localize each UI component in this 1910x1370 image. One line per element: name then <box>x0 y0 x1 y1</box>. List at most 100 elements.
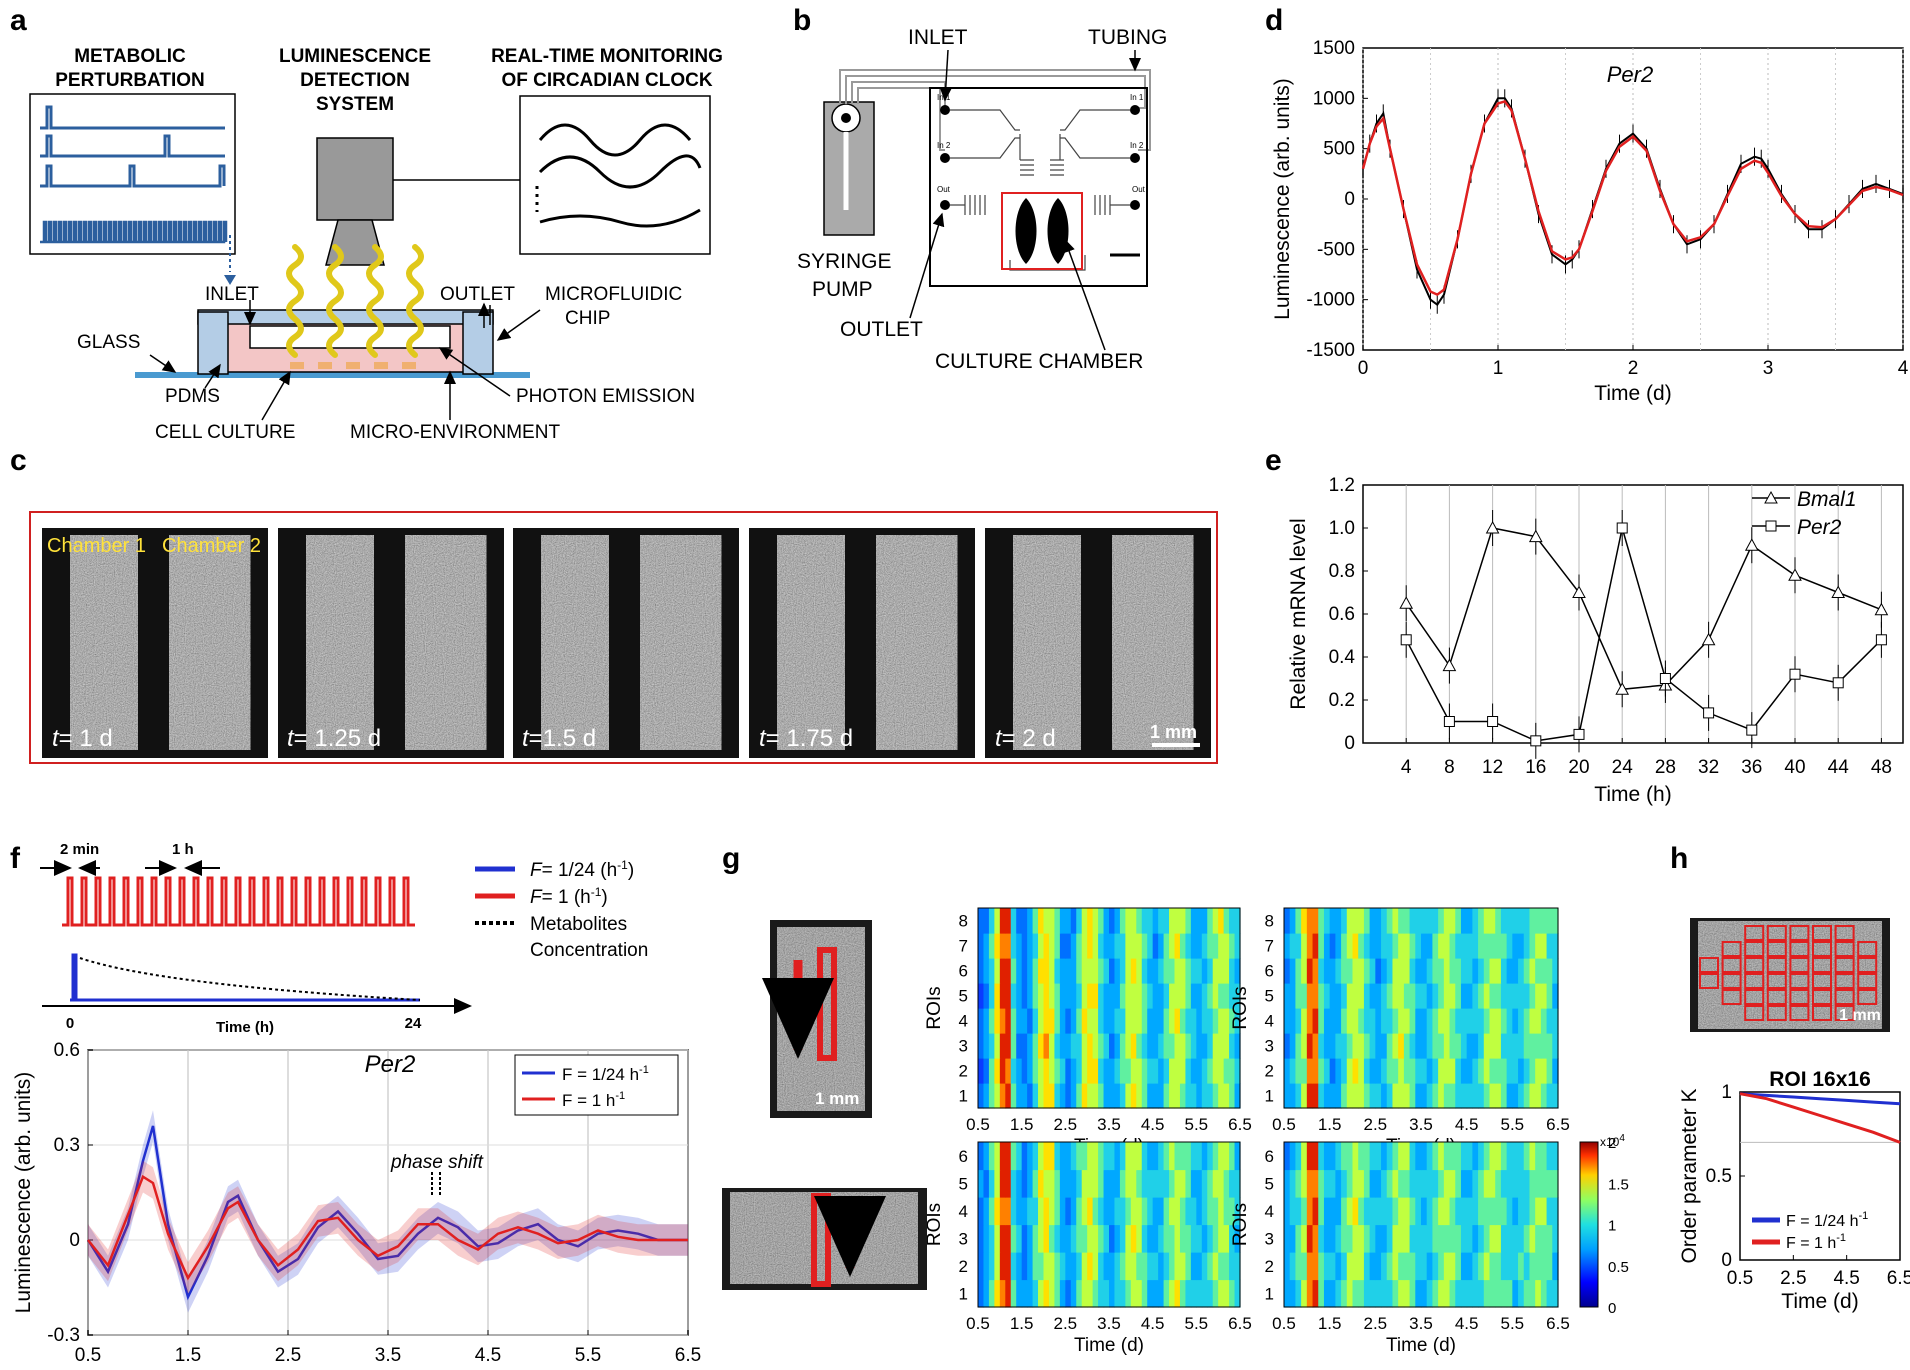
g-bot-right-cell-5-44 <box>1535 1142 1542 1171</box>
g-bot-left-cell-5-26 <box>1119 1142 1126 1171</box>
g-bot-left-cell-1-39 <box>1190 1252 1197 1281</box>
g-top-left-cell-0-15 <box>1059 1083 1066 1109</box>
g-bot-right-cell-2-29 <box>1449 1224 1456 1253</box>
g-bot-right-cell-4-19 <box>1392 1169 1399 1198</box>
g-bot-left-cell-5-23 <box>1103 1142 1110 1171</box>
g-bot-left-cell-4-23 <box>1103 1169 1110 1198</box>
g-bot-left-cell-4-27 <box>1125 1169 1132 1198</box>
e-marker-0-4 <box>1572 585 1586 598</box>
g-bot-right-cell-1-40 <box>1512 1252 1519 1281</box>
g-top-left-cell-7-28 <box>1130 908 1137 934</box>
g-bot-right-cell-5-18 <box>1386 1142 1394 1171</box>
g-bot-right-cell-0-27 <box>1438 1279 1445 1308</box>
f-legend-label-1: F = 1 h-1 <box>562 1090 625 1110</box>
g-top-left-cell-2-18 <box>1076 1033 1083 1059</box>
g-bot-right-cell-3-1 <box>1289 1197 1297 1226</box>
g-top-left-cell-0-11 <box>1038 1083 1045 1109</box>
g-bot-left-cell-0-38 <box>1185 1279 1192 1308</box>
g-bot-right-cell-1-5 <box>1312 1252 1319 1281</box>
g-top-left-cell-1-2 <box>988 1058 995 1084</box>
h-roi-32 <box>1812 989 1832 1005</box>
g-top-right-cell-4-34 <box>1478 983 1485 1009</box>
g-top-right-cell-0-43 <box>1529 1083 1536 1109</box>
g-bot-right-cell-2-33 <box>1472 1224 1479 1253</box>
b-syringe-label-2: PUMP <box>812 278 873 301</box>
g-top-right-cell-2-42 <box>1523 1033 1531 1059</box>
g-bot-left-cell-3-47 <box>1234 1197 1241 1226</box>
g-bot-right-cell-4-37 <box>1495 1169 1502 1198</box>
g-top-right-cell-6-18 <box>1386 933 1394 959</box>
g-top-left-cell-3-37 <box>1179 1008 1187 1034</box>
g-bot-right-cell-4-7 <box>1323 1169 1331 1198</box>
g-top-right-cell-7-21 <box>1403 908 1411 934</box>
chart-f: 0.51.52.53.54.55.56.5-0.300.30.6Time (d)… <box>12 1040 701 1366</box>
g-bot-left-cell-5-38 <box>1185 1142 1192 1171</box>
g-bot-right-cell-3-4 <box>1306 1197 1314 1226</box>
g-top-left-cell-2-15 <box>1059 1033 1066 1059</box>
g-top-left-cell-5-26 <box>1119 958 1126 984</box>
e-marker-0-3 <box>1528 529 1543 543</box>
g-bot-left-cell-2-25 <box>1114 1224 1121 1253</box>
g-bot-left-cell-0-47 <box>1234 1279 1241 1308</box>
g-top-left-cell-7-36 <box>1174 908 1181 934</box>
g-top-left-cell-2-7 <box>1016 1033 1023 1059</box>
chart-h-xtick-label-1: 2.5 <box>1780 1268 1806 1289</box>
g-top-left-cell-3-32 <box>1152 1008 1159 1034</box>
g-top-left-row-label-5: 6 <box>959 962 968 981</box>
g-bot-right-xtick-label-2: 2.5 <box>1364 1314 1388 1333</box>
g-top-right-cell-0-42 <box>1523 1083 1531 1109</box>
g-bot-left-cell-2-47 <box>1234 1224 1241 1253</box>
g-top-left-cell-0-23 <box>1103 1083 1110 1109</box>
g-bot-right-cell-5-42 <box>1523 1142 1531 1171</box>
g-bot-right-cell-4-21 <box>1403 1169 1411 1198</box>
g-top-right-xtick-label-6: 6.5 <box>1546 1115 1570 1134</box>
g-top-left-cell-6-27 <box>1125 933 1132 959</box>
g-top-left-cell-4-11 <box>1038 983 1045 1009</box>
g-bot-left-cell-4-26 <box>1119 1169 1126 1198</box>
f-legend-red: F= 1 (h-1) <box>530 885 608 908</box>
g-top-right-cell-1-16 <box>1375 1058 1382 1084</box>
g-bot-right-cell-5-2 <box>1295 1142 1302 1171</box>
g-top-left-cell-2-38 <box>1185 1033 1192 1059</box>
g-bot-right-cell-3-31 <box>1460 1197 1468 1226</box>
chart-f-xtick-label-3: 3.5 <box>375 1345 401 1366</box>
g-colorbar-tick-3: 1.5 <box>1608 1176 1629 1193</box>
g-top-left-cell-3-14 <box>1054 1008 1061 1034</box>
g-bot-left-cell-1-22 <box>1098 1252 1105 1281</box>
h-roi-37 <box>1789 1005 1810 1021</box>
g-top-right-cell-3-41 <box>1518 1008 1525 1034</box>
g-bot-right-cell-5-9 <box>1335 1142 1342 1171</box>
g-bot-left-cell-5-3 <box>994 1142 1001 1171</box>
g-top-right-cell-2-14 <box>1363 1033 1371 1059</box>
g-top-right-cell-4-35 <box>1483 983 1491 1009</box>
g-bot-left-cell-4-5 <box>1005 1169 1012 1198</box>
g-bot-left-cell-2-39 <box>1190 1224 1197 1253</box>
g-bot-right-cell-2-12 <box>1352 1224 1359 1253</box>
g-top-right-cell-1-5 <box>1312 1058 1319 1084</box>
g-bot-left-cell-2-12 <box>1043 1224 1050 1253</box>
g-bot-left-cell-2-10 <box>1032 1224 1039 1253</box>
g-top-right-cell-3-23 <box>1415 1008 1422 1034</box>
g-top-left-cell-5-6 <box>1010 958 1017 984</box>
g-top-left-cell-4-24 <box>1109 983 1116 1009</box>
g-top-right-cell-3-46 <box>1546 1008 1553 1034</box>
g-bot-right-cell-3-17 <box>1381 1197 1388 1226</box>
g-bot-left-cell-5-25 <box>1114 1142 1121 1171</box>
g-top-left-cell-0-2 <box>988 1083 995 1109</box>
g-bot-left-cell-4-46 <box>1229 1169 1236 1198</box>
g-top-left-cell-3-34 <box>1163 1008 1170 1034</box>
h-roi-31 <box>1789 989 1810 1005</box>
g-top-right-cell-5-24 <box>1421 958 1428 984</box>
g-top-right-cell-2-1 <box>1289 1033 1297 1059</box>
g-bot-right-cell-4-45 <box>1540 1169 1548 1198</box>
g-top-right-cell-7-22 <box>1409 908 1416 934</box>
g-top-right-cell-2-11 <box>1346 1033 1354 1059</box>
g-top-left-cell-3-6 <box>1010 1008 1017 1034</box>
g-top-right-cell-5-45 <box>1540 958 1548 984</box>
g-bot-right-cell-0-40 <box>1512 1279 1519 1308</box>
g-top-left-cell-4-13 <box>1048 983 1056 1009</box>
g-bot-right-cell-5-5 <box>1312 1142 1319 1171</box>
g-bot-right-cell-0-11 <box>1346 1279 1354 1308</box>
g-top-right-cell-0-19 <box>1392 1083 1399 1109</box>
g-bot-left-cell-0-18 <box>1076 1279 1083 1308</box>
